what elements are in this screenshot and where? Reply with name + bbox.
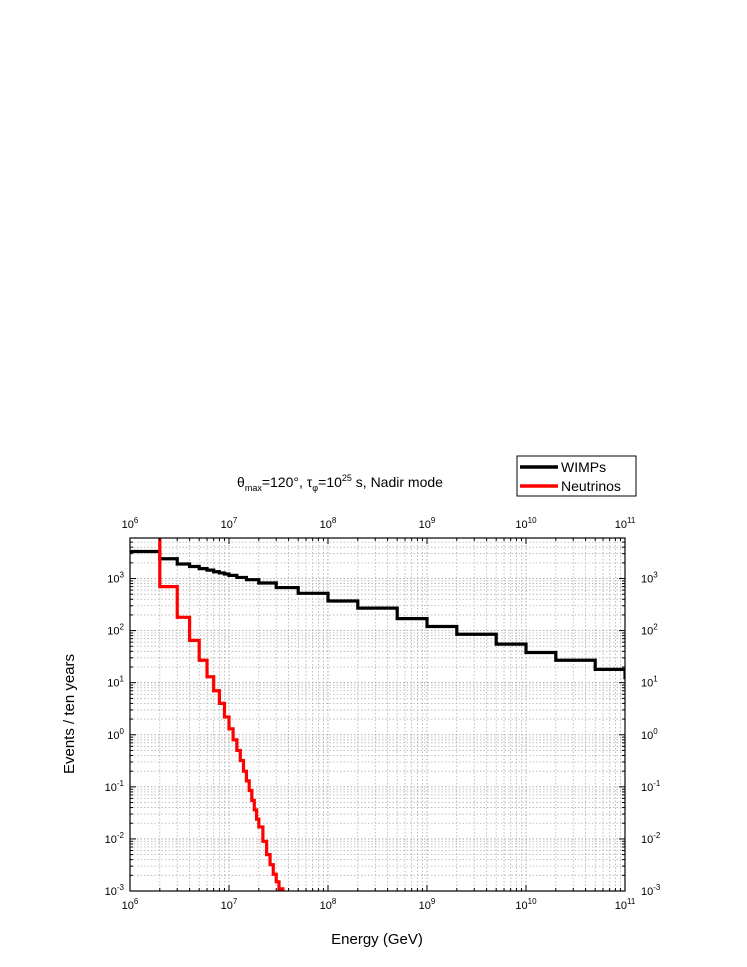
series-neutrinos <box>158 538 285 891</box>
x-tick-label-bottom: 108 <box>320 897 337 912</box>
y-tick-label-left: 10-1 <box>105 779 125 794</box>
y-tick-label-right: 10-3 <box>641 883 661 898</box>
x-tick-label-top: 1010 <box>515 516 537 531</box>
y-tick-label-right: 10-2 <box>641 831 661 846</box>
x-tick-label-bottom: 1010 <box>515 897 537 912</box>
y-tick-label-left: 100 <box>107 727 124 742</box>
x-tick-label-bottom: 106 <box>122 897 139 912</box>
y-tick-label-right: 10-1 <box>641 779 661 794</box>
x-axis-title: Energy (GeV) <box>331 931 423 948</box>
legend-label-neutrinos: Neutrinos <box>561 478 621 494</box>
y-tick-label-left: 103 <box>107 571 124 586</box>
x-tick-label-bottom: 107 <box>221 897 238 912</box>
axis-ticks <box>129 537 626 892</box>
y-tick-label-left: 102 <box>107 623 124 638</box>
tick-labels: 1061061071071081081091091010101010111011… <box>105 516 661 912</box>
y-tick-label-left: 10-3 <box>105 883 125 898</box>
legend: WIMPs Neutrinos <box>516 455 637 497</box>
x-tick-label-top: 107 <box>221 516 238 531</box>
series-wimps <box>130 549 625 680</box>
y-axis-title: Events / ten years <box>61 654 78 774</box>
legend-label-wimps: WIMPs <box>561 459 606 475</box>
grid <box>130 538 625 891</box>
legend-box <box>516 455 637 497</box>
x-tick-label-top: 109 <box>419 516 436 531</box>
y-tick-label-right: 100 <box>641 727 658 742</box>
plot-frame <box>129 537 626 892</box>
x-tick-label-top: 106 <box>122 516 139 531</box>
y-tick-label-right: 102 <box>641 623 658 638</box>
x-tick-label-bottom: 1011 <box>615 897 636 912</box>
y-tick-label-left: 101 <box>107 675 124 690</box>
x-tick-label-top: 108 <box>320 516 337 531</box>
series-layer <box>130 538 625 891</box>
y-tick-label-left: 10-2 <box>105 831 125 846</box>
chart-title: θmax=120°, τφ=1025 s, Nadir mode <box>237 473 443 493</box>
plot-border <box>129 537 626 892</box>
x-tick-label-top: 1011 <box>615 516 636 531</box>
y-tick-label-right: 101 <box>641 675 658 690</box>
y-tick-label-right: 103 <box>641 571 658 586</box>
x-tick-label-bottom: 109 <box>419 897 436 912</box>
